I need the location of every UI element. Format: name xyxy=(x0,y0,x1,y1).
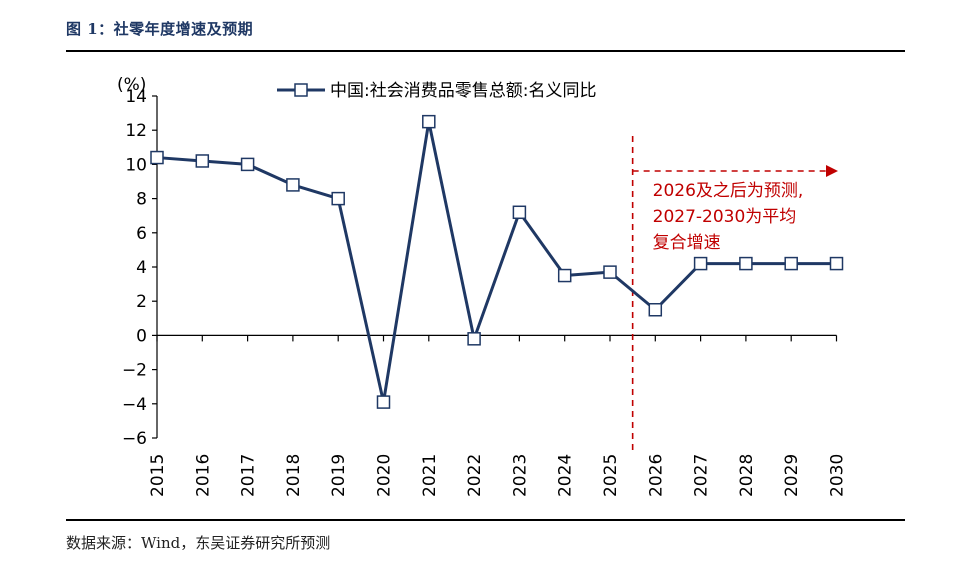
y-tick-label: 2 xyxy=(136,292,147,312)
y-tick-label: 4 xyxy=(136,258,147,278)
top-rule xyxy=(66,50,905,52)
data-point-marker xyxy=(331,191,345,206)
x-tick-label: 2015 xyxy=(148,454,168,497)
data-point-marker xyxy=(376,395,391,409)
data-point-marker xyxy=(603,265,617,279)
y-tick-label: 6 xyxy=(136,224,147,244)
data-point-marker xyxy=(829,256,844,271)
x-tick-label: 2024 xyxy=(556,454,576,497)
x-tick-label: 2023 xyxy=(510,454,530,497)
data-point-marker xyxy=(557,268,572,283)
x-tick-label: 2030 xyxy=(828,454,848,497)
data-point-marker xyxy=(467,332,481,346)
legend-marker xyxy=(294,83,308,97)
x-tick-label: 2019 xyxy=(329,454,349,497)
y-tick-label: −2 xyxy=(122,361,147,381)
annotation-text-line: 2026及之后为预测, xyxy=(653,181,804,201)
data-point-marker xyxy=(195,154,210,168)
legend-label: 中国:社会消费品零售总额:名义同比 xyxy=(330,81,596,101)
y-tick-label: −6 xyxy=(122,429,147,449)
y-tick-label: −4 xyxy=(122,395,147,415)
source-note: 数据来源：Wind，东吴证券研究所预测 xyxy=(66,534,331,552)
y-tick-label: 10 xyxy=(125,155,147,175)
x-tick-label: 2018 xyxy=(284,454,304,497)
forecast-arrow-head xyxy=(826,165,838,177)
x-tick-label: 2021 xyxy=(420,454,440,497)
data-point-marker xyxy=(739,256,753,271)
legend: 中国:社会消费品零售总额:名义同比 xyxy=(277,81,596,101)
data-point-marker xyxy=(693,256,708,271)
x-tick-label: 2028 xyxy=(737,454,757,497)
y-tick-label: 14 xyxy=(125,87,147,107)
data-point-marker xyxy=(648,303,663,317)
y-tick-label: 12 xyxy=(125,121,147,141)
x-tick-label: 2025 xyxy=(601,454,621,497)
data-point-marker xyxy=(512,205,527,220)
x-tick-label: 2026 xyxy=(646,454,666,497)
x-tick-label: 2022 xyxy=(465,454,485,497)
annotation-text-line: 2027-2030为平均 xyxy=(653,207,797,227)
figure-title: 图 1：社零年度增速及预期 xyxy=(66,20,254,38)
x-tick-label: 2027 xyxy=(692,454,712,497)
bottom-rule xyxy=(66,519,905,521)
data-point-marker xyxy=(150,150,164,165)
series-line xyxy=(156,120,837,404)
x-tick-label: 2016 xyxy=(193,454,213,497)
x-tick-label: 2020 xyxy=(375,454,395,497)
y-tick-label: 0 xyxy=(136,326,147,346)
y-axis-unit: (%) xyxy=(117,75,146,95)
annotation-text-line: 复合增速 xyxy=(653,233,721,253)
data-point-marker xyxy=(240,157,255,172)
data-point-marker xyxy=(286,178,300,192)
data-point-marker xyxy=(784,256,798,271)
data-point-marker xyxy=(422,114,436,129)
x-tick-label: 2017 xyxy=(239,454,259,497)
x-tick-label: 2029 xyxy=(782,454,802,497)
y-tick-label: 8 xyxy=(136,190,147,210)
